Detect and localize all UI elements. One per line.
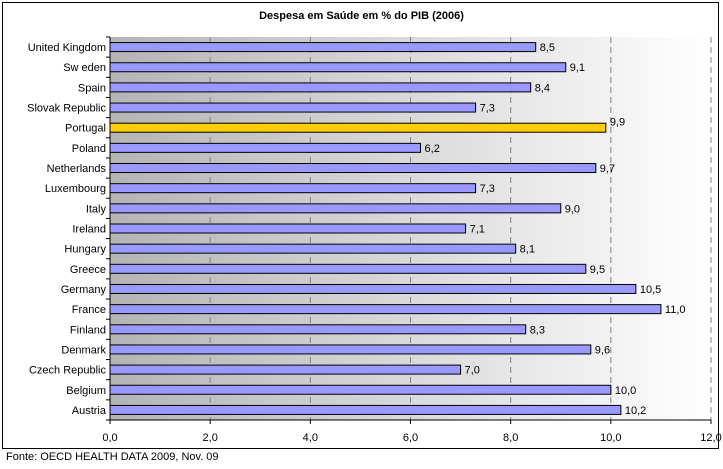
category-label: Netherlands: [47, 163, 107, 175]
value-label: 8,3: [530, 324, 545, 336]
bar-germany: [109, 283, 637, 294]
value-label: 8,1: [520, 244, 535, 256]
x-tick-label: 12,0: [700, 432, 721, 444]
value-label: 9,1: [570, 62, 585, 74]
bar-hungary: [109, 243, 517, 254]
category-label: Denmark: [61, 344, 106, 356]
bar-slovak-republic: [109, 102, 477, 113]
x-tick-label: 2,0: [203, 432, 218, 444]
category-label: Greece: [70, 264, 106, 276]
bar-denmark: [109, 344, 592, 355]
category-label: Sw eden: [63, 62, 106, 74]
bar-ireland: [109, 223, 467, 234]
value-label: 9,7: [600, 163, 615, 175]
bar-italy: [109, 203, 562, 214]
x-tick-label: 0,0: [102, 432, 117, 444]
value-label: 7,1: [470, 224, 485, 236]
value-label: 9,9: [610, 117, 625, 129]
value-label: 11,0: [665, 304, 686, 316]
category-label: Belgium: [66, 385, 106, 397]
value-label: 9,5: [590, 264, 605, 276]
category-label: Spain: [78, 82, 106, 94]
value-label: 10,0: [615, 385, 636, 397]
bar-spain: [109, 82, 532, 93]
value-label: 10,2: [625, 405, 646, 417]
category-label: Italy: [86, 203, 107, 215]
category-label: Luxembourg: [45, 183, 106, 195]
x-tick-label: 4,0: [303, 432, 318, 444]
bar-belgium: [109, 384, 612, 395]
category-label: Ireland: [72, 224, 106, 236]
value-label: 7,3: [480, 183, 495, 195]
chart-title: Despesa em Saúde em % do PIB (2006): [259, 10, 464, 22]
bar-austria: [109, 404, 622, 415]
bar-poland: [109, 142, 422, 153]
category-label: Austria: [72, 405, 107, 417]
value-label: 8,5: [540, 42, 555, 54]
category-label: Finland: [70, 324, 106, 336]
bar-luxembourg: [109, 183, 477, 194]
bar-france: [109, 304, 662, 315]
bar-netherlands: [109, 163, 597, 174]
bar-portugal: [109, 122, 607, 133]
value-label: 6,2: [425, 143, 440, 155]
bar-united-kingdom: [109, 42, 537, 53]
bar-finland: [109, 324, 527, 335]
category-label: Poland: [72, 143, 106, 155]
category-label: France: [72, 304, 106, 316]
x-tick-label: 10,0: [600, 432, 621, 444]
source-note: Fonte: OECD HEALTH DATA 2009, Nov. 09: [6, 451, 219, 463]
category-label: Czech Republic: [29, 365, 107, 377]
x-tick-label: 8,0: [503, 432, 518, 444]
category-label: Germany: [61, 284, 107, 296]
value-label: 10,5: [640, 284, 661, 296]
value-label: 9,0: [565, 203, 580, 215]
category-label: United Kingdom: [28, 42, 106, 54]
value-label: 7,0: [465, 365, 480, 377]
x-tick-label: 6,0: [403, 432, 418, 444]
category-label: Hungary: [64, 244, 106, 256]
category-label: Portugal: [65, 123, 106, 135]
value-label: 8,4: [535, 82, 550, 94]
bar-greece: [109, 263, 587, 274]
value-label: 9,6: [595, 344, 610, 356]
bar-sw-eden: [109, 62, 567, 73]
bar-czech-republic: [109, 364, 462, 375]
value-label: 7,3: [480, 103, 495, 115]
category-label: Slovak Republic: [27, 103, 106, 115]
